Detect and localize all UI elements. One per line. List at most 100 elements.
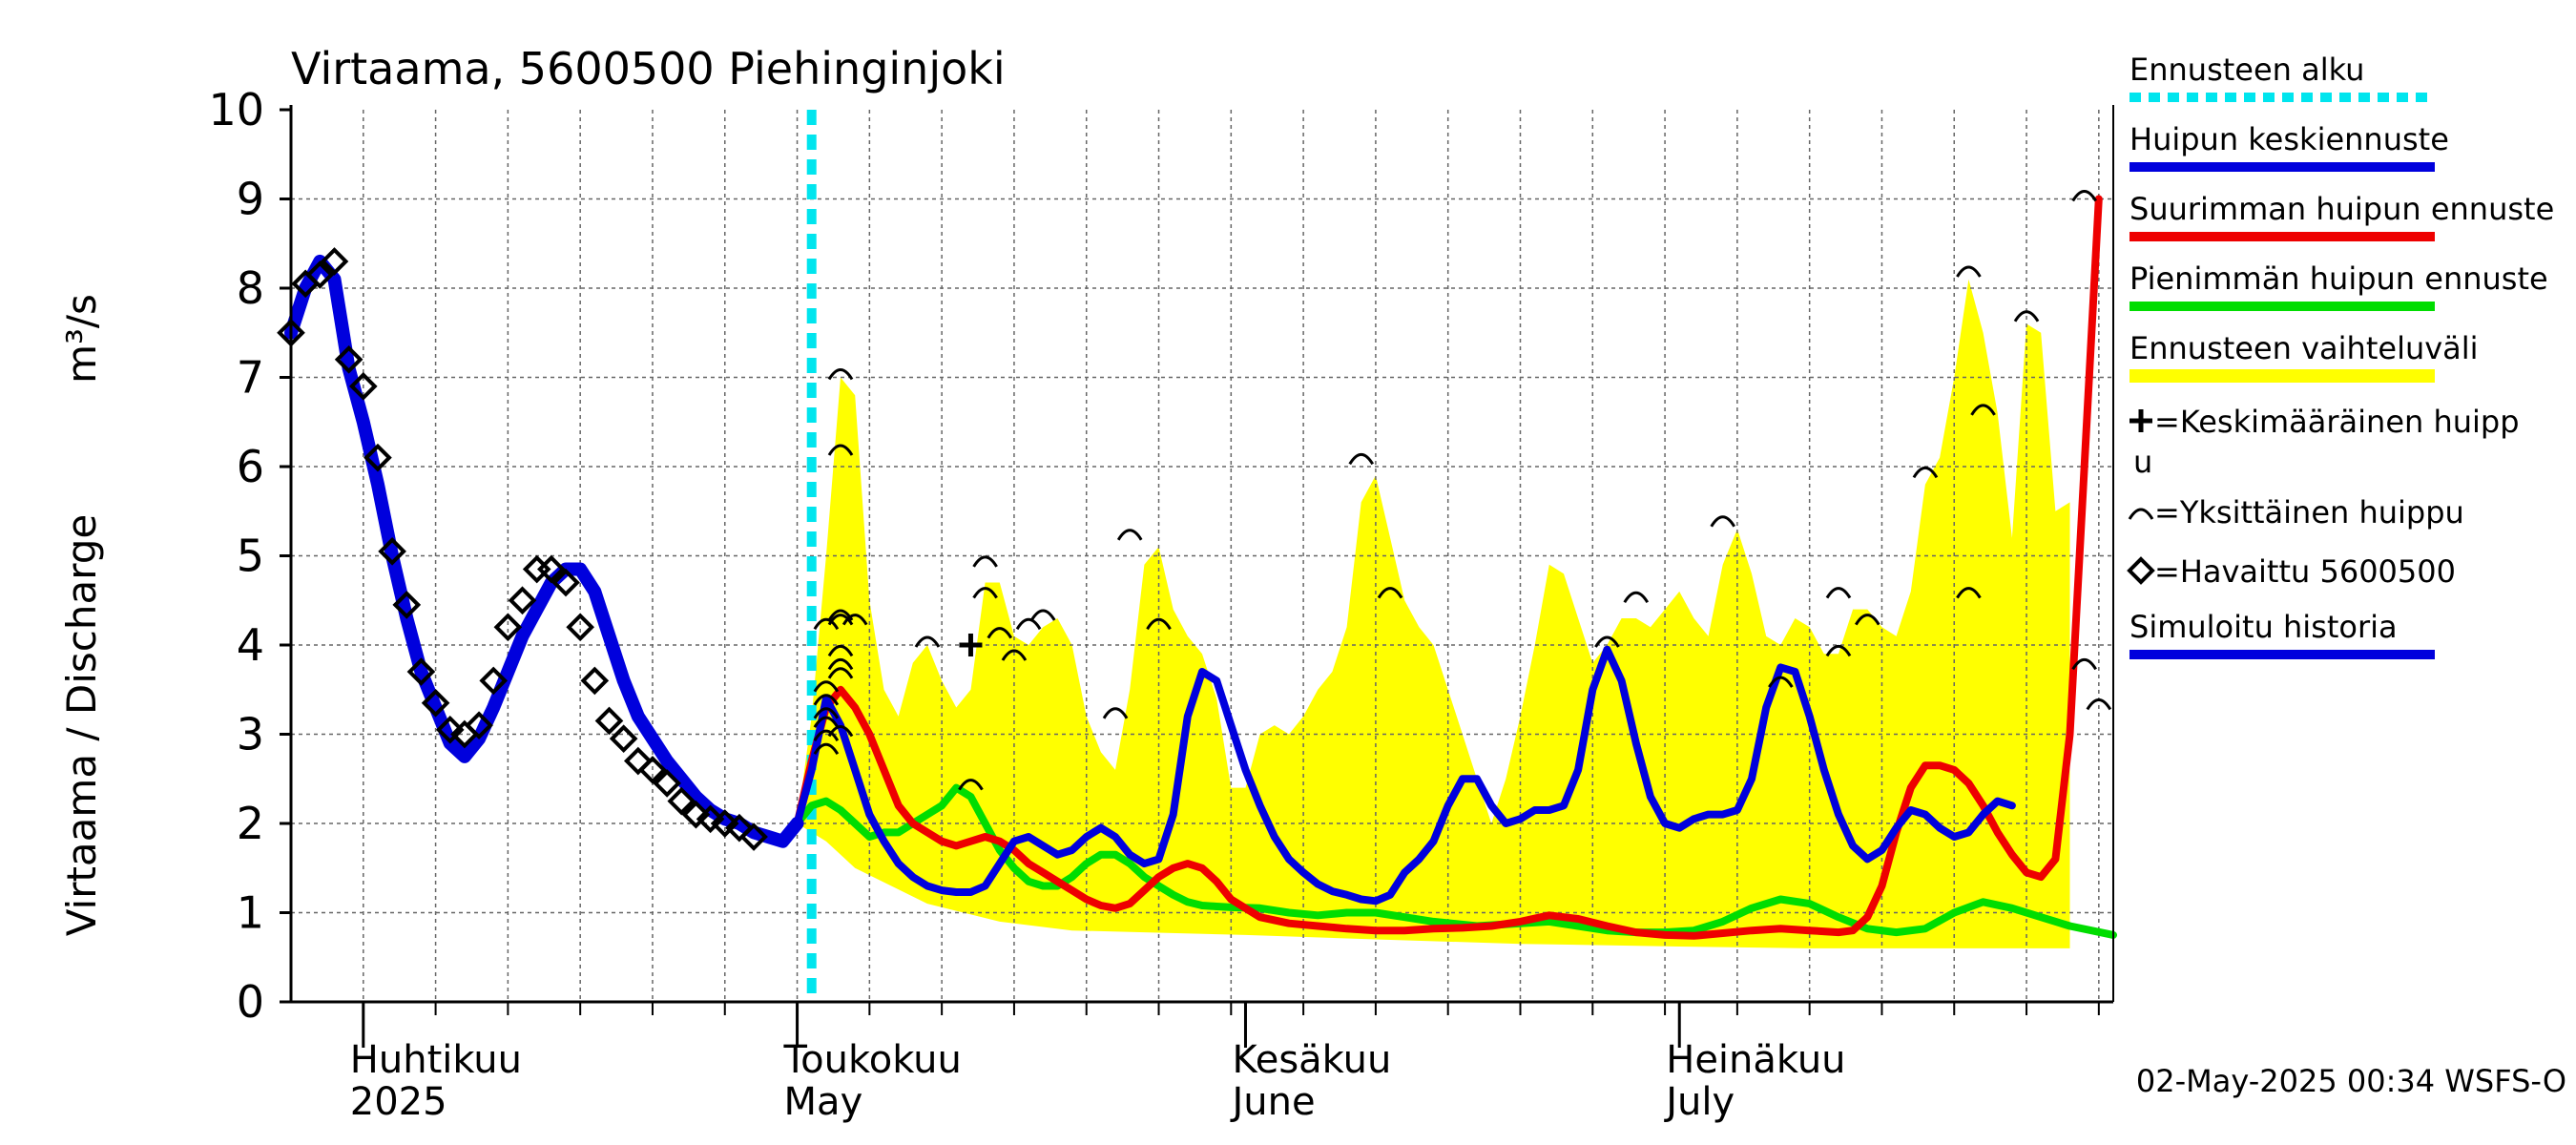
suurimman-huipun-ennuste-line	[793, 195, 2103, 940]
observed-diamond	[638, 756, 667, 784]
chart-title: Virtaama, 5600500 Piehinginjoki	[291, 43, 1006, 94]
month-label: Toukokuu	[783, 1038, 962, 1082]
individual-peak-mark	[914, 635, 941, 648]
observed-diamond	[594, 706, 624, 736]
individual-peak-mark	[1594, 635, 1620, 648]
legend-label: =Keskimääräinen huipp	[2154, 404, 2520, 440]
individual-peak-mark	[1623, 591, 1650, 604]
observed-diamond	[537, 554, 566, 584]
legend-label: Huipun keskiennuste	[2129, 121, 2449, 157]
observed-diamond	[493, 613, 523, 642]
individual-peak-mark	[813, 617, 840, 631]
observed-diamond	[710, 809, 739, 838]
footer-timestamp: 02-May-2025 00:34 WSFS-O	[2136, 1063, 2566, 1099]
individual-peak-mark	[1146, 617, 1172, 631]
individual-peak-mark	[827, 667, 854, 679]
individual-peak-mark	[827, 614, 854, 626]
individual-peak-mark	[1710, 515, 1735, 528]
observed-diamond	[580, 666, 610, 696]
y-tick-label: 7	[237, 352, 264, 404]
legend-plus-icon	[2129, 409, 2152, 432]
y-tick-label: 4	[237, 619, 264, 671]
y-tick-label: 9	[237, 174, 264, 225]
month-sublabel: July	[1663, 1080, 1735, 1124]
month-label: Heinäkuu	[1666, 1038, 1845, 1082]
observed-diamond	[392, 591, 422, 619]
observed-diamond	[667, 786, 696, 816]
individual-peak-mark	[1102, 707, 1129, 719]
observed-diamond	[696, 804, 725, 834]
individual-peak-mark	[813, 707, 840, 719]
individual-peak-mark	[1768, 676, 1794, 688]
individual-peak-mark	[813, 694, 840, 706]
individual-peak-mark	[1001, 649, 1028, 661]
month-sublabel: 2025	[350, 1080, 447, 1124]
individual-peak-mark	[1116, 529, 1143, 541]
observed-diamond	[334, 344, 364, 374]
individual-peak-mark	[1956, 587, 1982, 599]
individual-peak-mark	[972, 587, 998, 599]
observed-diamond	[479, 666, 509, 696]
y-tick-label: 10	[208, 84, 264, 135]
individual-peak-mark	[1825, 644, 1852, 657]
legend-label: Suurimman huipun ennuste	[2129, 191, 2554, 227]
month-sublabel: June	[1229, 1080, 1315, 1124]
observed-diamond	[508, 586, 537, 615]
individual-peak-mark	[1970, 404, 1996, 416]
y-tick-label: 2	[237, 798, 264, 849]
observed-diamond	[551, 568, 580, 597]
y-axis-unit: m³/s	[58, 294, 105, 384]
mean-peak-mark	[959, 634, 983, 656]
individual-peak-mark	[827, 657, 854, 671]
month-label: Kesäkuu	[1232, 1038, 1391, 1082]
observed-diamond	[364, 443, 392, 472]
observed-diamond	[320, 247, 349, 276]
legend-label: Ennusteen alku	[2129, 52, 2364, 88]
individual-peak-mark	[813, 729, 840, 741]
y-tick-label: 8	[237, 262, 264, 314]
individual-peak-mark	[1855, 614, 1880, 626]
individual-peak-mark	[2071, 190, 2097, 202]
pienimm-n-huipun-ennuste-line	[793, 783, 2117, 939]
observed-diamond	[623, 746, 653, 776]
individual-peak-mark	[1029, 609, 1056, 621]
month-label: Huhtikuu	[350, 1038, 522, 1082]
individual-peak-mark	[827, 644, 854, 657]
individual-peak-mark	[841, 614, 868, 626]
observed-diamond	[739, 822, 768, 851]
observed-diamond	[465, 711, 493, 739]
legend: Ennusteen alku Huipun keskiennuste Suurimm…	[2127, 52, 2554, 659]
marker-layer	[277, 190, 2112, 851]
observed-diamond	[305, 260, 335, 289]
observed-diamond	[725, 813, 754, 843]
y-tick-label: 3	[237, 709, 264, 760]
individual-peak-mark	[827, 368, 854, 381]
legend-label-continued: u	[2133, 444, 2152, 480]
individual-peak-mark	[1377, 587, 1403, 599]
legend-label: Simuloitu historia	[2129, 609, 2398, 645]
individual-peak-mark	[1015, 617, 1042, 631]
month-sublabel: May	[784, 1080, 863, 1124]
legend-arc-icon	[2128, 508, 2154, 520]
observed-diamond	[435, 715, 465, 744]
legend-label: Pienimmän huipun ennuste	[2129, 260, 2548, 297]
individual-peak-mark	[827, 444, 854, 456]
individual-peak-mark	[2071, 657, 2097, 671]
simuloitu-historia-line	[284, 254, 804, 848]
legend-label: =Yksittäinen huippu	[2154, 494, 2464, 531]
y-axis-label: Virtaama / Discharge	[58, 514, 105, 937]
individual-peak-mark	[813, 716, 840, 728]
individual-peak-mark	[987, 627, 1013, 639]
observed-diamond	[406, 657, 436, 686]
observed-diamond	[522, 554, 551, 584]
observed-diamond	[681, 800, 711, 829]
y-tick-label: 0	[237, 976, 264, 1028]
legend-label: =Havaittu 5600500	[2154, 553, 2456, 590]
individual-peak-mark	[2013, 310, 2040, 323]
observed-diamond	[348, 372, 378, 401]
individual-peak-mark	[1348, 452, 1375, 466]
observed-diamond	[653, 769, 681, 798]
observed-diamond	[421, 688, 450, 718]
huipun-keskiennuste-line	[793, 645, 2016, 906]
